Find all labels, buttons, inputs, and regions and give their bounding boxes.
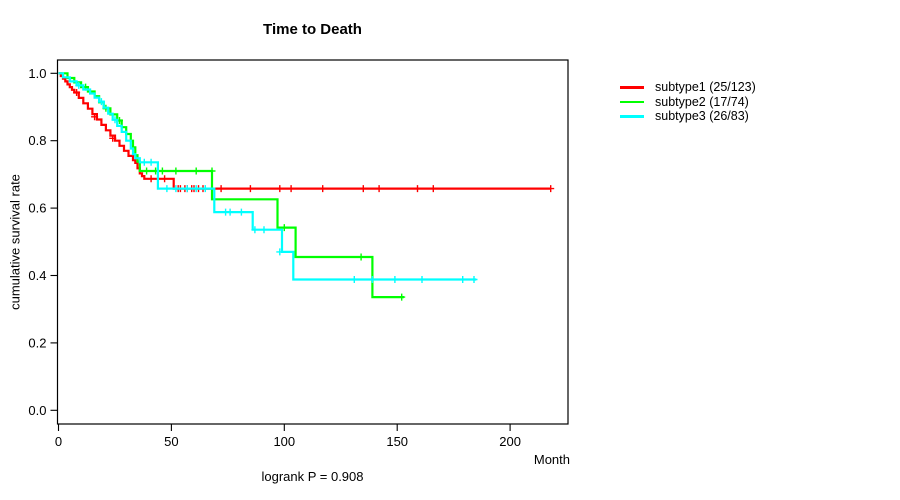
censor-mark-subtype1	[217, 185, 225, 193]
censor-mark-subtype3	[140, 158, 148, 166]
censor-mark-subtype1	[246, 185, 254, 193]
plot-box	[56, 59, 569, 425]
censor-mark-subtype1	[161, 175, 169, 183]
legend-item-subtype1: subtype1 (25/123)	[620, 80, 756, 95]
censor-mark-subtype2	[172, 167, 180, 175]
survival-curve-subtype3	[58, 72, 477, 281]
censor-mark-subtype1	[414, 185, 421, 193]
censor-mark-subtype3	[418, 276, 426, 283]
legend-item-subtype3: subtype3 (26/83)	[620, 109, 756, 124]
y-tick-label: 1.0	[28, 66, 46, 81]
legend-item-subtype2: subtype2 (17/74)	[620, 95, 756, 110]
legend-line-swatch	[620, 115, 644, 118]
survival-curve-subtype1	[58, 72, 551, 190]
y-tick-label: 0.6	[28, 201, 46, 216]
censor-mark-subtype3	[192, 185, 200, 193]
x-tick-label: 0	[55, 434, 62, 449]
censor-mark-subtype3	[163, 185, 171, 193]
censor-mark-subtype1	[73, 89, 81, 96]
censor-mark-subtype3	[276, 248, 284, 256]
logrank-annotation: logrank P = 0.908	[261, 469, 364, 484]
censor-mark-subtype1	[287, 185, 295, 193]
legend-label: subtype1 (25/123)	[655, 80, 756, 95]
survival-curve-subtype2	[58, 72, 404, 299]
x-tick-label: 150	[386, 434, 408, 449]
censor-mark-subtype3	[172, 185, 180, 193]
censor-mark-subtype3	[251, 226, 259, 234]
censor-mark-subtype3	[201, 185, 209, 193]
y-tick-label: 0.0	[28, 403, 46, 418]
x-axis-label: Month	[533, 452, 570, 467]
censor-mark-subtype2	[208, 167, 216, 175]
legend-label: subtype3 (26/83)	[655, 109, 749, 124]
censor-mark-subtype2	[158, 167, 166, 175]
censor-mark-subtype1	[147, 175, 155, 183]
legend-line-swatch	[620, 100, 644, 103]
legend-label: subtype2 (17/74)	[655, 94, 749, 109]
censor-mark-subtype3	[391, 276, 399, 283]
censor-mark-subtype1	[547, 185, 555, 193]
censor-mark-subtype3	[368, 276, 376, 283]
censor-mark-subtype3	[350, 276, 358, 283]
censor-mark-subtype2	[398, 293, 406, 301]
chart-title: Time to Death	[263, 21, 362, 38]
x-tick-label: 100	[273, 434, 295, 449]
censor-mark-subtype2	[280, 224, 288, 232]
legend: subtype1 (25/123) subtype2 (17/74) subtype…	[620, 80, 756, 124]
censor-mark-subtype3	[111, 116, 119, 124]
censor-mark-subtype1	[91, 113, 99, 121]
legend-line-swatch	[620, 86, 644, 89]
censor-mark-subtype3	[97, 98, 105, 106]
censor-mark-subtype1	[429, 185, 437, 193]
censor-mark-subtype3	[470, 276, 478, 283]
censor-mark-subtype1	[375, 185, 383, 193]
y-tick-label: 0.2	[28, 335, 46, 350]
censor-mark-subtype2	[143, 167, 151, 175]
y-tick-label: 0.8	[28, 133, 46, 148]
censor-mark-subtype3	[237, 208, 245, 216]
y-tick-label: 0.4	[28, 268, 46, 283]
y-axis-label: cumulative survival rate	[7, 174, 23, 310]
censor-mark-subtype1	[359, 185, 367, 193]
censor-mark-subtype3	[260, 226, 268, 234]
censor-mark-subtype1	[109, 134, 117, 142]
x-tick-label: 200	[499, 434, 521, 449]
censor-mark-subtype3	[459, 276, 467, 283]
censor-mark-subtype1	[319, 185, 327, 193]
censor-mark-subtype3	[147, 158, 155, 166]
censor-mark-subtype1	[276, 185, 284, 193]
x-tick-label: 50	[164, 434, 178, 449]
censor-mark-subtype3	[75, 81, 83, 89]
censor-mark-subtype3	[226, 208, 234, 216]
censor-mark-subtype2	[357, 253, 365, 261]
censor-mark-subtype3	[183, 185, 191, 193]
censor-mark-subtype2	[192, 167, 200, 175]
